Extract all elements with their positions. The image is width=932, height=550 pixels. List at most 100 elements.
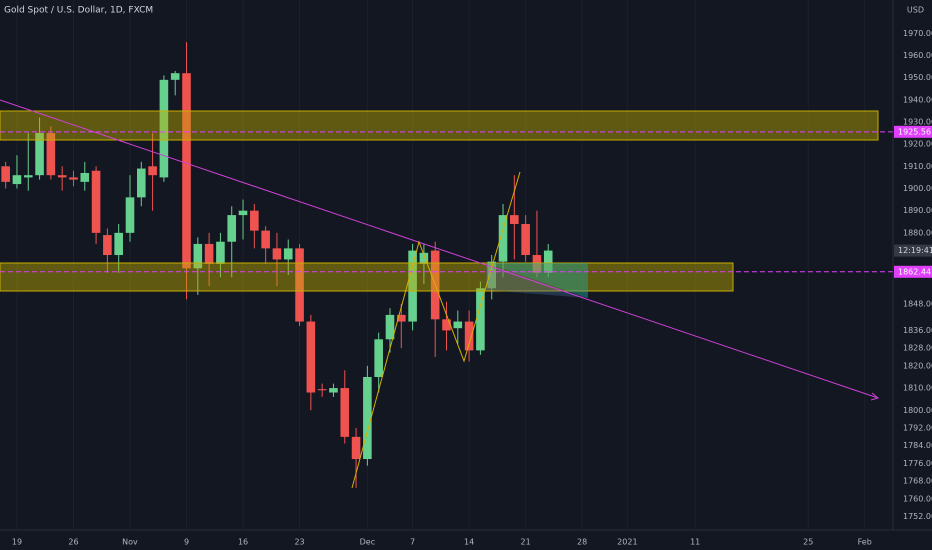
candle-body [442,319,451,331]
candle-body [385,314,395,340]
price-label-box [894,265,932,278]
candle-body [498,215,508,262]
x-tick-label: 16 [238,538,248,547]
price-label-box [894,125,932,138]
y-tick-label: 1910.00 [903,162,932,171]
candle-body [23,175,33,178]
x-tick-label: 9 [184,538,189,547]
y-tick-label: 1776.00 [903,459,932,468]
candle-body [419,252,429,264]
candle-body [521,223,530,256]
y-tick-label: 1900.00 [903,184,932,193]
y-tick-label: 1784.00 [903,441,932,450]
x-tick-label: 11 [690,538,700,547]
y-tick-label: 1880.00 [903,228,932,237]
candle-body [1,166,10,182]
x-tick-label: 2021 [617,538,637,547]
chart-title: Gold Spot / U.S. Dollar, 1D, FXCM [4,6,153,16]
resistance-zone [0,110,879,141]
candle-body [363,376,372,460]
candle-body [329,388,338,393]
candle-body [69,177,78,180]
candle-body [283,248,293,260]
candle-body [476,288,485,351]
y-tick-label: 1848.00 [903,299,932,308]
price-label: 1925.56 [898,127,931,136]
candle-body [159,79,169,178]
candle-body [261,230,270,249]
candle-body [35,133,44,176]
candle-body [216,241,225,264]
candle-body [103,235,112,256]
position-zone [486,263,588,298]
y-tick-label: 1760.00 [903,494,932,503]
y-tick-label: 1950.00 [903,73,932,82]
countdown: 12:19:41 [898,246,932,255]
trend-arrow [870,392,880,401]
y-tick-label: 1920.00 [903,140,932,149]
candles [1,42,553,488]
candle-body [170,73,180,80]
drawings [0,99,880,489]
candle-body [408,250,417,322]
y-tick-label: 1828.00 [903,344,932,353]
candle-body [80,172,90,182]
axes: 1970.00 1960.00 1950.00 1940.00 1930.00 1920.… [12,29,932,547]
candle-body [250,210,259,231]
y-tick-label: 1970.00 [903,29,932,38]
x-tick-label: 19 [12,538,22,547]
candle-body [227,215,237,242]
y-tick-label: 1800.00 [903,406,932,415]
candle-body [340,388,350,437]
price-label: 1862.44 [898,267,931,276]
y-tick-label: 1930.00 [903,117,932,126]
overlay [0,131,893,273]
candle-body [204,243,214,264]
candle-body [137,168,146,198]
x-tick-label: 21 [521,538,531,547]
candle-body [193,243,203,269]
x-tick-label: 7 [410,538,415,547]
candle-body [317,389,327,391]
x-tick-label: 28 [577,538,587,547]
y-tick-label: 1940.00 [903,95,932,104]
y-tick-label: 1792.00 [903,423,932,432]
candle-body [306,321,316,393]
candle-body [114,232,123,256]
y-tick-label: 1752.00 [903,512,932,521]
candle-body [46,133,56,176]
candle-body [487,261,497,289]
y-tick-label: 1810.00 [903,384,932,393]
trend-line [0,99,879,399]
countdown-box [894,244,932,257]
candle-body [238,210,248,216]
currency: USD [907,6,924,15]
candle-body [295,248,304,322]
candle-body [91,170,101,233]
x-tick-label: Dec [360,538,375,547]
candle-body [12,175,22,185]
y-tick-label: 1836.00 [903,326,932,335]
grid [16,0,866,530]
candle-body [272,248,282,260]
y-tick-label: 1960.00 [903,51,932,60]
candle-body [125,197,135,233]
candle-body [374,339,383,377]
y-tick-label: 1768.00 [903,477,932,486]
y-tick-label: 1820.00 [903,361,932,370]
candle-body [464,321,474,351]
candle-body [57,175,67,178]
candle-body [453,321,463,329]
y-tick-label: 1890.00 [903,206,932,215]
candle-body [510,215,519,224]
candle-body [532,255,542,273]
x-tick-label: 25 [803,538,813,547]
x-tick-label: Nov [122,538,138,547]
x-tick-label: 26 [68,538,78,547]
support-zone [0,262,734,292]
x-tick-label: Feb [858,538,872,547]
x-tick-label: 14 [464,538,474,547]
candle-body [182,73,191,269]
